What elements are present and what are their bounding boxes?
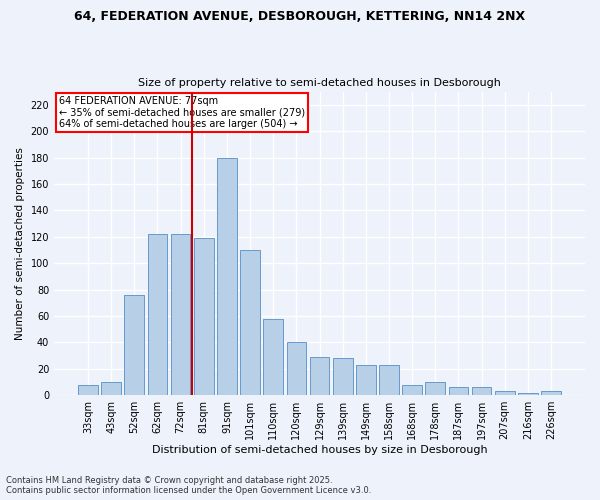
Bar (356, 365, 376, 395)
Bar (333, 358, 353, 395)
Text: 64 FEDERATION AVENUE: 77sqm
← 35% of semi-detached houses are smaller (279)
64% : 64 FEDERATION AVENUE: 77sqm ← 35% of sem… (59, 96, 305, 130)
Text: 64, FEDERATION AVENUE, DESBOROUGH, KETTERING, NN14 2NX: 64, FEDERATION AVENUE, DESBOROUGH, KETTE… (74, 10, 526, 23)
Bar (449, 388, 468, 395)
Bar (263, 318, 283, 395)
Bar (541, 391, 561, 395)
Bar (402, 384, 422, 395)
Bar (310, 357, 329, 395)
Bar (171, 234, 190, 395)
Bar (472, 388, 491, 395)
Bar (101, 382, 121, 395)
Title: Size of property relative to semi-detached houses in Desborough: Size of property relative to semi-detach… (138, 78, 501, 88)
Bar (287, 342, 306, 395)
Bar (217, 158, 237, 395)
Text: Contains HM Land Registry data © Crown copyright and database right 2025.
Contai: Contains HM Land Registry data © Crown c… (6, 476, 371, 495)
Bar (518, 392, 538, 395)
Bar (379, 365, 399, 395)
X-axis label: Distribution of semi-detached houses by size in Desborough: Distribution of semi-detached houses by … (152, 445, 487, 455)
Bar (495, 391, 515, 395)
Bar (194, 238, 214, 395)
Bar (425, 382, 445, 395)
Y-axis label: Number of semi-detached properties: Number of semi-detached properties (15, 147, 25, 340)
Bar (148, 234, 167, 395)
Bar (124, 295, 144, 395)
Bar (240, 250, 260, 395)
Bar (78, 384, 98, 395)
